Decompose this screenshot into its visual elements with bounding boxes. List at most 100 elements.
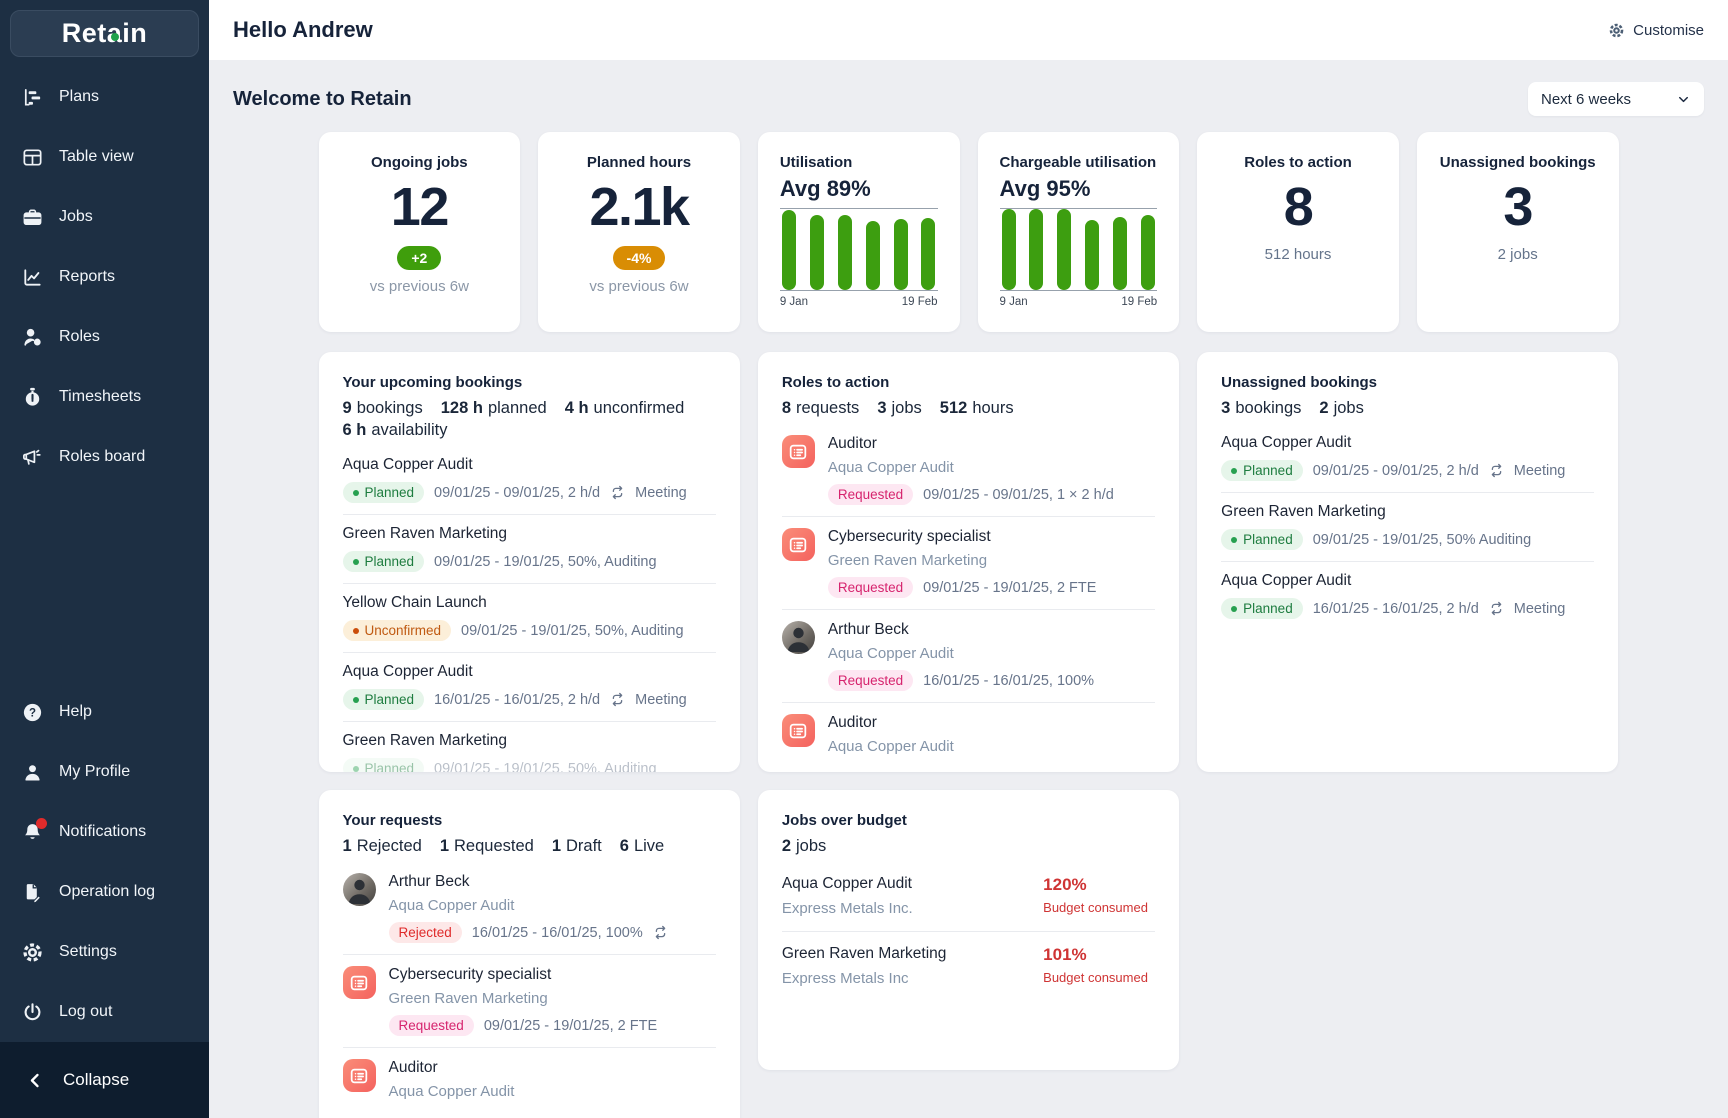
request-row[interactable]: Arthur Beck Aqua Copper Audit Rejected 1… bbox=[342, 862, 716, 954]
sidebar-item-label: Reports bbox=[59, 268, 116, 285]
request-row[interactable]: Cybersecurity specialist Green Raven Mar… bbox=[342, 954, 716, 1047]
status-badge: Planned bbox=[1221, 529, 1303, 550]
stat-label: requests bbox=[796, 399, 860, 417]
request-row[interactable]: Auditor Aqua Copper Audit bbox=[342, 1047, 716, 1111]
stat-number: 8 bbox=[781, 399, 792, 417]
date-range-select[interactable]: Next 6 weeks bbox=[1528, 82, 1704, 116]
booking-row[interactable]: Green Raven Marketing Planned 09/01/25 -… bbox=[342, 514, 716, 583]
stat-card-planned-hours[interactable]: Planned hours 2.1k -4% vs previous 6w bbox=[538, 132, 740, 332]
stopwatch-icon bbox=[21, 386, 44, 409]
status-badge: Rejected bbox=[388, 922, 462, 943]
role-row[interactable]: Auditor Aqua Copper Audit bbox=[781, 702, 1156, 766]
stat-card-utilisation[interactable]: Utilisation Avg 89% 9 Jan 19 Feb bbox=[757, 132, 960, 332]
sidebar-item-label: Roles bbox=[59, 328, 100, 345]
sidebar-item-label: Settings bbox=[59, 943, 117, 960]
top-bar: Hello Andrew Customise bbox=[209, 0, 1728, 60]
booking-detail: 09/01/25 - 19/01/25, 50%, Auditing bbox=[434, 760, 657, 773]
collapse-sidebar-button[interactable]: Collapse bbox=[0, 1042, 209, 1118]
booking-row[interactable]: Aqua Copper Audit Planned 16/01/25 - 16/… bbox=[1221, 561, 1595, 630]
stat-number: 1 bbox=[342, 837, 352, 855]
line-chart-icon bbox=[21, 266, 44, 289]
avatar bbox=[342, 873, 376, 906]
panel-title: Your upcoming bookings bbox=[342, 374, 523, 391]
chevron-left-icon bbox=[30, 1073, 39, 1087]
stat-value: 3 bbox=[1503, 177, 1533, 237]
sidebar-item-label: Plans bbox=[59, 88, 100, 105]
status-badge: Requested bbox=[827, 484, 914, 505]
stat-label: Rejected bbox=[356, 837, 422, 855]
request-detail: 09/01/25 - 19/01/25, 2 FTE bbox=[483, 1017, 658, 1034]
sidebar-item-label: Log out bbox=[59, 1003, 113, 1020]
client-name: Express Metals Inc bbox=[781, 970, 909, 987]
booking-detail: 09/01/25 - 19/01/25, 50%, Auditing bbox=[461, 622, 684, 639]
utilisation-avg: Avg 95% bbox=[999, 176, 1091, 201]
sidebar: Retain Plans Table view Jobs Reports bbox=[0, 0, 209, 1118]
sidebar-item-notifications[interactable]: Notifications bbox=[0, 802, 209, 862]
sidebar-item-reports[interactable]: Reports bbox=[0, 247, 209, 307]
stat-card-ongoing-jobs[interactable]: Ongoing jobs 12 +2 vs previous 6w bbox=[318, 132, 521, 332]
chart-axis-labels: 9 Jan 19 Feb bbox=[1000, 296, 1158, 308]
customise-label: Customise bbox=[1633, 21, 1704, 39]
sidebar-item-my-profile[interactable]: My Profile bbox=[0, 742, 209, 802]
stat-number: 512 bbox=[939, 399, 968, 417]
booking-row[interactable]: Aqua Copper Audit Planned 09/01/25 - 09/… bbox=[1221, 424, 1594, 492]
retain-logo[interactable]: Retain bbox=[10, 10, 199, 57]
sidebar-item-table-view[interactable]: Table view bbox=[0, 127, 209, 187]
budget-percent: 101% bbox=[1043, 945, 1087, 964]
stat-card-unassigned-bookings[interactable]: Unassigned bookings 3 2 jobs bbox=[1416, 132, 1619, 332]
sidebar-item-label: Notifications bbox=[59, 823, 147, 840]
sidebar-item-settings[interactable]: Settings bbox=[0, 922, 209, 982]
customise-button[interactable]: Customise bbox=[1608, 22, 1704, 39]
booking-row[interactable]: Aqua Copper Audit Planned 16/01/25 - 16/… bbox=[342, 652, 716, 721]
stat-number: 3 bbox=[877, 399, 887, 417]
collapse-label: Collapse bbox=[63, 1070, 130, 1089]
sidebar-item-operation-log[interactable]: Operation log bbox=[0, 862, 209, 922]
sidebar-item-timesheets[interactable]: Timesheets bbox=[0, 367, 209, 427]
booking-row[interactable]: Aqua Copper Audit Planned 09/01/25 - 09/… bbox=[342, 446, 716, 514]
job-name: Aqua Copper Audit bbox=[388, 897, 515, 914]
job-name: Aqua Copper Audit bbox=[781, 875, 912, 892]
sidebar-item-roles-board[interactable]: Roles board bbox=[0, 427, 209, 487]
budget-row[interactable]: Aqua Copper Audit Express Metals Inc. 12… bbox=[782, 862, 1155, 931]
sidebar-item-log-out[interactable]: Log out bbox=[0, 982, 209, 1042]
booking-row[interactable]: Green Raven Marketing Planned 09/01/25 -… bbox=[1221, 492, 1595, 561]
stat-card-roles-to-action[interactable]: Roles to action 8 512 hours bbox=[1197, 132, 1399, 332]
stat-label: availability bbox=[371, 421, 448, 439]
bell-icon bbox=[21, 817, 47, 844]
sidebar-item-jobs[interactable]: Jobs bbox=[0, 187, 209, 247]
booking-row[interactable]: Green Raven Marketing Planned 09/01/25 -… bbox=[342, 721, 716, 773]
stat-label: jobs bbox=[796, 837, 827, 855]
power-icon bbox=[21, 1001, 44, 1024]
booking-row[interactable]: Yellow Chain Launch Unconfirmed 09/01/25… bbox=[342, 583, 716, 652]
role-row[interactable]: Cybersecurity specialist Green Raven Mar… bbox=[781, 516, 1156, 609]
stat-card-chargeable-utilisation[interactable]: Chargeable utilisation Avg 95% 9 Jan 19 … bbox=[977, 132, 1180, 332]
role-list-icon bbox=[781, 528, 815, 561]
stat-label: unconfirmed bbox=[593, 399, 685, 417]
booking-detail: 09/01/25 - 09/01/25, 2 h/d bbox=[434, 484, 601, 501]
panel-stats: 8 requests 3 jobs 512 hours bbox=[782, 399, 1155, 418]
role-detail: 09/01/25 - 09/01/25, 1 × 2 h/d bbox=[923, 486, 1114, 503]
person-icon bbox=[21, 761, 44, 784]
gear-icon bbox=[21, 941, 44, 964]
panel-title: Unassigned bookings bbox=[1221, 374, 1378, 391]
chargeable-bar-chart bbox=[999, 208, 1158, 291]
sidebar-item-plans[interactable]: Plans bbox=[0, 67, 209, 127]
sidebar-item-roles[interactable]: ? Roles bbox=[0, 307, 209, 367]
status-badge: Planned bbox=[342, 551, 425, 572]
unassigned-bookings-panel: Unassigned bookings 3 bookings 2 jobs Aqua… bbox=[1197, 352, 1619, 772]
role-row[interactable]: Arthur Beck Aqua Copper Audit Requested … bbox=[781, 609, 1156, 702]
repeat-icon bbox=[612, 485, 623, 500]
sidebar-item-label: Roles board bbox=[59, 448, 146, 465]
chevron-down-icon bbox=[1679, 96, 1688, 102]
role-row[interactable]: Auditor Aqua Copper Audit Requested 09/0… bbox=[781, 424, 1155, 516]
job-name: Green Raven Marketing bbox=[1221, 503, 1386, 520]
status-badge: Planned bbox=[342, 689, 425, 710]
chart-start-label: 9 Jan bbox=[779, 296, 808, 308]
stat-label: jobs bbox=[891, 399, 922, 417]
question-circle-icon: ? bbox=[21, 701, 44, 724]
stat-label: Live bbox=[633, 837, 665, 855]
sidebar-item-help[interactable]: ? Help bbox=[0, 682, 209, 742]
main-area: Hello Andrew Customise Welcome to Retain… bbox=[209, 0, 1728, 1118]
panel-title: Roles to action bbox=[781, 374, 890, 391]
budget-row[interactable]: Green Raven Marketing Express Metals Inc… bbox=[781, 931, 1156, 1001]
